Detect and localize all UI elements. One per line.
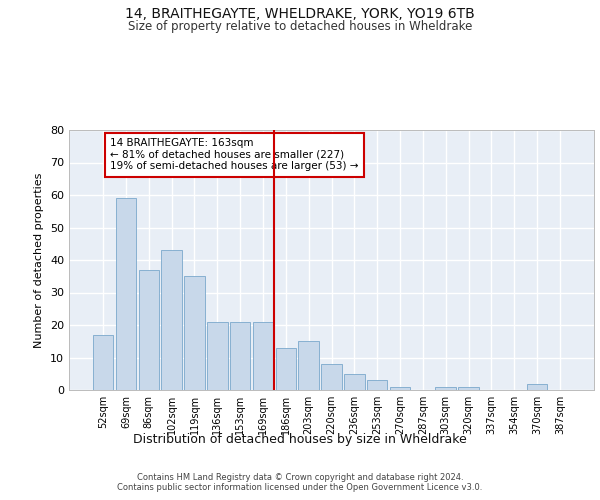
Bar: [298, 341, 319, 390]
Bar: [116, 198, 136, 390]
Bar: [161, 250, 182, 390]
Bar: [367, 380, 388, 390]
Text: 14 BRAITHEGAYTE: 163sqm
← 81% of detached houses are smaller (227)
19% of semi-d: 14 BRAITHEGAYTE: 163sqm ← 81% of detache…: [110, 138, 358, 172]
Text: 14, BRAITHEGAYTE, WHELDRAKE, YORK, YO19 6TB: 14, BRAITHEGAYTE, WHELDRAKE, YORK, YO19 …: [125, 8, 475, 22]
Bar: [527, 384, 547, 390]
Bar: [139, 270, 159, 390]
Bar: [321, 364, 342, 390]
Text: Contains public sector information licensed under the Open Government Licence v3: Contains public sector information licen…: [118, 484, 482, 492]
Bar: [458, 387, 479, 390]
Y-axis label: Number of detached properties: Number of detached properties: [34, 172, 44, 348]
Text: Distribution of detached houses by size in Wheldrake: Distribution of detached houses by size …: [133, 432, 467, 446]
Bar: [344, 374, 365, 390]
Bar: [436, 387, 456, 390]
Text: Contains HM Land Registry data © Crown copyright and database right 2024.: Contains HM Land Registry data © Crown c…: [137, 472, 463, 482]
Bar: [275, 348, 296, 390]
Bar: [253, 322, 273, 390]
Bar: [184, 276, 205, 390]
Bar: [390, 387, 410, 390]
Bar: [93, 335, 113, 390]
Bar: [207, 322, 227, 390]
Text: Size of property relative to detached houses in Wheldrake: Size of property relative to detached ho…: [128, 20, 472, 33]
Bar: [230, 322, 250, 390]
